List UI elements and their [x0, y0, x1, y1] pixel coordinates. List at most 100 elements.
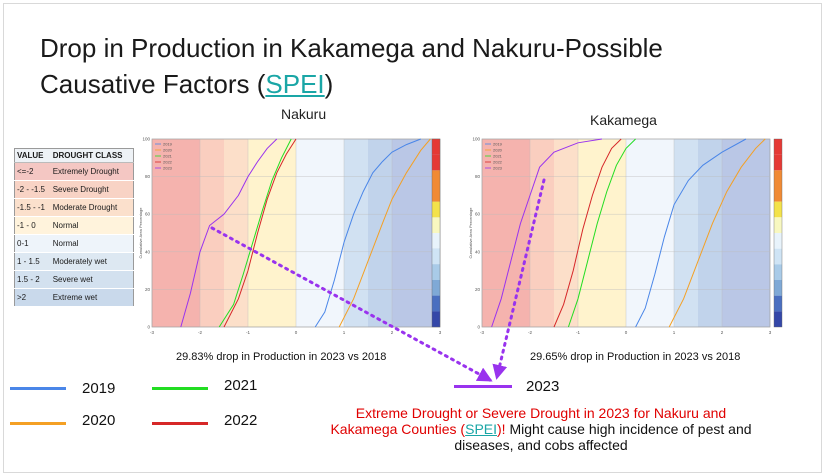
- legend-swatch-2021: [152, 387, 208, 390]
- y-tick-label: 0: [147, 325, 150, 330]
- colorbar-segment: [432, 201, 440, 218]
- y-tick-label: 20: [145, 287, 151, 292]
- colorbar-segment: [774, 201, 782, 218]
- nakuru-spei-chart: -3-2-10123020406080100SPEICumulative Are…: [138, 137, 442, 336]
- colorbar-segment: [774, 233, 782, 249]
- table-cell-value: 0-1: [14, 234, 51, 253]
- note-text-4: Might cause high incidence of pest and d…: [454, 421, 752, 453]
- x-tick-label: 1: [673, 330, 676, 335]
- colorbar-segment: [774, 217, 782, 233]
- table-header-row: VALUE DROUGHT CLASS: [14, 148, 134, 163]
- y-tick-label: 80: [145, 174, 151, 179]
- kakamega-spei-chart: -3-2-10123020406080100SPEICumulative Are…: [468, 137, 783, 335]
- y-tick-label: 40: [145, 249, 151, 254]
- nakuru-to-2023-arrow: [210, 226, 493, 382]
- table-cell-value: 1.5 - 2: [14, 270, 51, 289]
- inset-legend-label: 2022: [163, 160, 173, 165]
- colorbar-segment: [432, 264, 440, 280]
- legend-label-2019: 2019: [82, 380, 116, 397]
- x-tick-label: 3: [439, 330, 442, 335]
- colorbar-segment: [432, 295, 440, 312]
- series-line-2019: [635, 138, 747, 328]
- colorbar-segment: [432, 248, 440, 265]
- x-tick-label: -2: [528, 330, 532, 335]
- x-tick-label: -3: [150, 330, 154, 335]
- x-tick-label: -1: [246, 330, 250, 335]
- table-row: 1 - 1.5 Moderately wet: [14, 252, 134, 271]
- kakamega-caption: 29.65% drop in Production in 2023 vs 201…: [530, 351, 741, 363]
- x-tick-label: -2: [198, 330, 202, 335]
- colorbar-segment: [432, 186, 440, 202]
- table-cell-value: <=-2: [14, 162, 51, 181]
- y-axis-label: Cumulative Area Percentage: [468, 207, 473, 259]
- table-cell-value: 1 - 1.5: [14, 252, 51, 271]
- series-line-2022: [223, 138, 297, 328]
- legend-label-2022: 2022: [224, 412, 258, 429]
- table-row: -2 - -1.5 Severe Drought: [14, 180, 134, 199]
- table-cell-value: -2 - -1.5: [14, 180, 51, 199]
- note-text-3: )!: [497, 421, 506, 437]
- note-spei-link[interactable]: SPEI: [465, 421, 498, 437]
- y-axis-label: Cumulative Area Percentage: [138, 207, 143, 259]
- title-line1: Drop in Production in Kakamega and Nakur…: [40, 33, 663, 63]
- drought-classification-table: VALUE DROUGHT CLASS <=-2 Extremely Drough…: [14, 148, 134, 307]
- inset-legend-label: 2023: [163, 166, 173, 171]
- x-tick-label: -3: [480, 330, 484, 335]
- table-cell-class: Severe Drought: [50, 180, 134, 199]
- spei-class-band: [482, 139, 530, 327]
- table-cell-value: >2: [14, 288, 51, 307]
- spei-class-band: [152, 139, 200, 327]
- colorbar-segment: [774, 311, 782, 327]
- series-line-2023: [491, 138, 603, 328]
- colorbar-segment: [432, 139, 440, 155]
- colorbar-segment: [432, 233, 440, 249]
- table-cell-class: Severe wet: [50, 270, 134, 289]
- table-row: -1 - 0 Normal: [14, 216, 134, 235]
- spei-class-band: [530, 139, 554, 327]
- nakuru-caption: 29.83% drop in Production in 2023 vs 201…: [176, 351, 387, 363]
- colorbar-segment: [432, 280, 440, 296]
- y-tick-label: 80: [475, 174, 481, 179]
- series-line-2021: [567, 138, 636, 328]
- legend-label-2021: 2021: [224, 377, 258, 394]
- spei-link[interactable]: SPEI: [265, 69, 325, 99]
- table-row: -1.5 - -1 Moderate Drought: [14, 198, 134, 217]
- colorbar-segment: [774, 139, 782, 155]
- legend-label-2023: 2023: [526, 378, 560, 395]
- kakamega-subtitle: Kakamega: [590, 112, 657, 128]
- legend-swatch-2020: [10, 422, 66, 425]
- colorbar-segment: [774, 280, 782, 296]
- table-cell-class: Moderate Drought: [50, 198, 134, 217]
- spei-class-band: [344, 139, 368, 327]
- legend-swatch-2022: [152, 422, 208, 425]
- conclusion-note: Extreme Drought or Severe Drought in 202…: [318, 405, 764, 453]
- table-cell-class: Normal: [50, 234, 134, 253]
- legend-swatch-2019: [10, 387, 66, 390]
- table-row: >2 Extreme wet: [14, 288, 134, 307]
- x-tick-label: 2: [391, 330, 394, 335]
- table-header-class: DROUGHT CLASS: [50, 148, 134, 163]
- table-cell-class: Extremely Drought: [50, 162, 134, 181]
- y-tick-label: 100: [142, 137, 150, 142]
- y-tick-label: 60: [145, 212, 151, 217]
- x-tick-label: 0: [295, 330, 298, 335]
- spei-class-band: [698, 139, 722, 327]
- series-line-2019: [314, 138, 421, 328]
- series-line-2020: [668, 138, 766, 328]
- colorbar-segment: [432, 154, 440, 171]
- table-row: <=-2 Extremely Drought: [14, 162, 134, 181]
- slide-title: Drop in Production in Kakamega and Nakur…: [40, 30, 663, 102]
- y-tick-label: 60: [475, 212, 481, 217]
- inset-legend-label: 2021: [493, 154, 503, 159]
- legend-label-2020: 2020: [82, 412, 116, 429]
- inset-legend-label: 2020: [493, 148, 503, 153]
- series-line-2023: [180, 138, 278, 328]
- colorbar-frame: [431, 138, 441, 328]
- colorbar-segment: [774, 154, 782, 171]
- colorbar-frame: [773, 138, 783, 328]
- colorbar-segment: [774, 170, 782, 186]
- spei-class-band: [368, 139, 392, 327]
- spei-class-band: [578, 139, 626, 327]
- note-text-2: Kakamega Counties (: [330, 421, 466, 437]
